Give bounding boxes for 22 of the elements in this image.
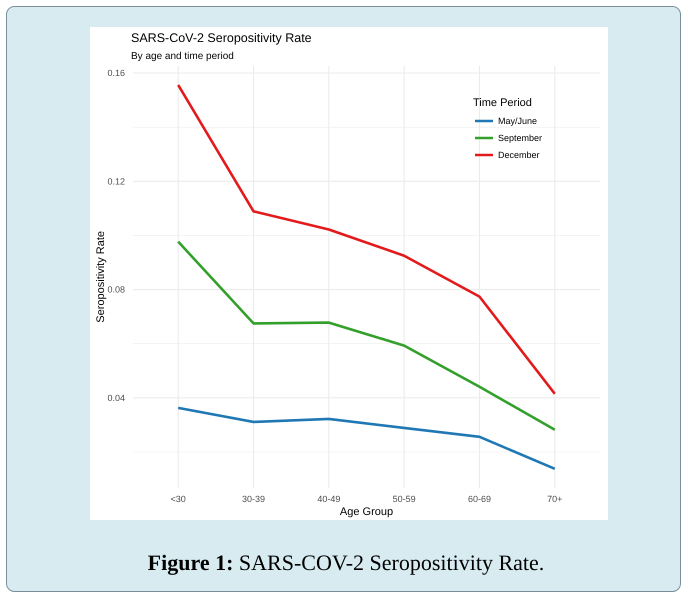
x-tick-label: 40-49 xyxy=(317,494,340,504)
line-series xyxy=(176,406,556,470)
y-axis-title: Seropositivity Rate xyxy=(95,230,107,323)
line-series xyxy=(176,84,556,396)
x-tick-label: 60-69 xyxy=(468,494,491,504)
chart-subtitle: By age and time period xyxy=(131,51,234,62)
x-tick-label: 50-59 xyxy=(392,494,416,504)
y-tick-label: 0.12 xyxy=(107,176,125,186)
caption: Figure 1: SARS-COV-2 Seropositivity Rate. xyxy=(148,550,544,575)
legend-label: May/June xyxy=(498,116,538,126)
y-tick-label: 0.04 xyxy=(107,393,125,404)
y-tick-label: 0.08 xyxy=(107,284,125,295)
x-tick-label: 70+ xyxy=(547,494,562,504)
line-series xyxy=(176,240,556,432)
legend-label: September xyxy=(498,133,542,144)
legend-label: December xyxy=(498,150,540,160)
x-tick-label: <30 xyxy=(170,494,186,504)
y-tick-label: 0.16 xyxy=(107,68,125,78)
x-tick-label: 30-39 xyxy=(242,494,266,504)
chart-title: SARS-CoV-2 Seropositivity Rate xyxy=(131,31,312,45)
x-axis-title: Age Group xyxy=(340,506,394,518)
legend-title: Time Period xyxy=(473,97,532,109)
